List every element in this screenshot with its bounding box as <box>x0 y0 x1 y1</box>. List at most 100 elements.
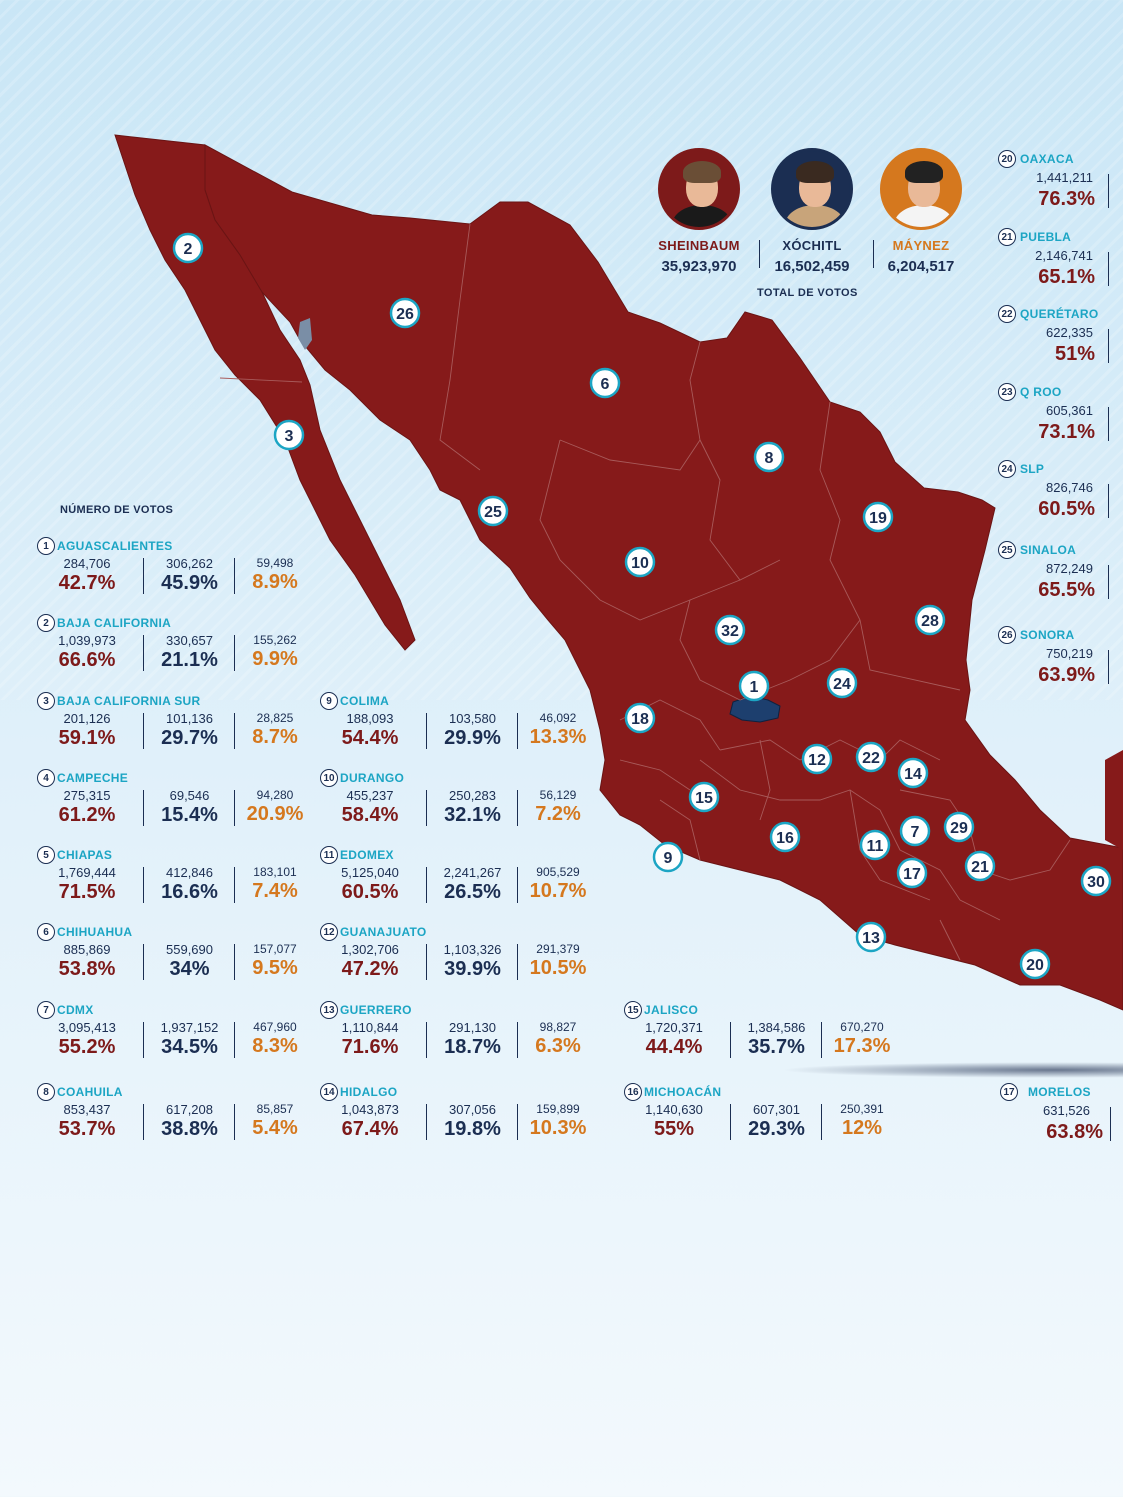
map-marker-label: 28 <box>921 613 939 630</box>
avatar <box>771 148 853 230</box>
divider <box>143 635 144 671</box>
vote-percent: 71.6% <box>341 1036 399 1058</box>
state-number: 2 <box>37 614 55 632</box>
result-sheinbaum: 455,237 58.4% <box>320 788 420 827</box>
vote-percent: 7.2% <box>535 803 581 825</box>
map-marker-circle <box>753 441 785 473</box>
map-marker: 1 <box>738 670 770 702</box>
state-name: GUANAJUATO <box>340 925 427 939</box>
result-sheinbaum: 3,095,413 55.2% <box>37 1020 137 1059</box>
vote-count: 2,146,741 <box>1035 248 1093 263</box>
map-marker-circle <box>862 501 894 533</box>
result-maynez: 291,379 10.5% <box>518 942 598 980</box>
map-marker-label: 25 <box>484 504 502 521</box>
candidate-name: MÁYNEZ <box>892 238 950 253</box>
result-sheinbaum: 1,720,371 44.4% <box>624 1020 724 1059</box>
divider <box>1108 174 1109 208</box>
result-sheinbaum: 1,302,706 47.2% <box>320 942 420 981</box>
state-name: CAMPECHE <box>57 771 129 785</box>
vote-percent: 15.4% <box>161 804 218 826</box>
divider <box>143 1022 144 1058</box>
vote-percent: 13.3% <box>529 726 587 748</box>
vote-percent: 5.4% <box>252 1117 298 1139</box>
divider <box>426 790 427 826</box>
map-marker: 9 <box>652 841 684 873</box>
vote-percent: 67.4% <box>341 1118 399 1140</box>
vote-percent: 8.7% <box>252 726 298 748</box>
state-header: 23 Q ROO <box>998 383 1062 401</box>
result-xochitl: 1,937,152 34.5% <box>142 1020 237 1059</box>
vote-count: 250,391 <box>840 1102 884 1116</box>
state-guanajuato: 12 GUANAJUATO 1,302,706 47.2% 1,103,326 … <box>320 923 600 991</box>
vote-count: 188,093 <box>346 711 394 726</box>
vote-count: 85,857 <box>256 1102 294 1116</box>
vote-count: 467,960 <box>253 1020 297 1034</box>
vote-percent: 59.1% <box>58 727 116 749</box>
vote-percent: 58.4% <box>341 804 399 826</box>
vote-percent: 55.2% <box>58 1036 116 1058</box>
vote-count: 1,769,444 <box>58 865 116 880</box>
divider <box>759 240 760 268</box>
vote-count: 69,546 <box>169 788 210 803</box>
map-marker: 12 <box>801 743 833 775</box>
map-marker: 22 <box>855 741 887 773</box>
vote-percent: 17.3% <box>833 1035 891 1057</box>
divider <box>234 944 235 980</box>
state-header: 10 DURANGO <box>320 769 404 787</box>
vote-percent: 53.7% <box>58 1118 116 1140</box>
divider <box>143 713 144 749</box>
candidate-votes: 6,204,517 <box>887 258 955 275</box>
divider <box>143 558 144 594</box>
vote-count: 103,580 <box>449 711 496 726</box>
map-marker-circle <box>652 841 684 873</box>
map-marker-label: 13 <box>862 930 880 947</box>
vote-percent: 65.5% <box>1038 579 1095 601</box>
divider <box>143 790 144 826</box>
map-marker: 7 <box>899 815 931 847</box>
vote-percent: 53.8% <box>58 958 116 980</box>
divider <box>234 558 235 594</box>
map-marker: 17 <box>896 857 928 889</box>
state-number: 3 <box>37 692 55 710</box>
state-sonora: 26 SONORA 750,219 63.9% <box>998 626 1123 696</box>
vote-count: 1,384,586 <box>747 1020 806 1035</box>
result-maynez: 46,092 13.3% <box>518 711 598 749</box>
vote-percent: 9.5% <box>252 957 298 979</box>
vote-percent: 10.5% <box>529 957 587 979</box>
state-name: MORELOS <box>1028 1085 1091 1099</box>
state-header: 2 BAJA CALIFORNIA <box>37 614 171 632</box>
divider <box>517 713 518 749</box>
vote-percent: 73.1% <box>1038 421 1095 443</box>
map-lake <box>298 318 312 350</box>
result-xochitl: 103,580 29.9% <box>425 711 520 750</box>
state-cdmx: 7 CDMX 3,095,413 55.2% 1,937,152 34.5% 4… <box>37 1001 317 1069</box>
map-marker-label: 21 <box>971 859 989 876</box>
state-qroo: 23 Q ROO 605,361 73.1% <box>998 383 1123 453</box>
vote-percent: 60.5% <box>341 881 399 903</box>
result-sheinbaum: 1,039,973 66.6% <box>37 633 137 672</box>
vote-percent: 10.3% <box>529 1117 587 1139</box>
map-marker: 8 <box>753 441 785 473</box>
state-header: 9 COLIMA <box>320 692 389 710</box>
state-name: CDMX <box>57 1003 94 1017</box>
state-header: 4 CAMPECHE <box>37 769 128 787</box>
vote-percent: 8.9% <box>252 571 298 593</box>
state-name: QUERÉTARO <box>1020 307 1099 321</box>
state-colima: 9 COLIMA 188,093 54.4% 103,580 29.9% 46,… <box>320 692 600 760</box>
state-name: BAJA CALIFORNIA <box>57 616 172 630</box>
total-votes-label: TOTAL DE VOTOS <box>757 287 858 299</box>
map-marker-label: 32 <box>721 623 739 640</box>
vote-count: 1,720,371 <box>645 1020 703 1035</box>
vote-percent: 34.5% <box>161 1036 218 1058</box>
vote-count: 5,125,040 <box>341 865 399 880</box>
map-marker-label: 20 <box>1026 957 1044 974</box>
vote-percent: 29.9% <box>444 727 501 749</box>
vote-count: 98,827 <box>539 1020 577 1034</box>
state-name: JALISCO <box>644 1003 699 1017</box>
state-header: 3 BAJA CALIFORNIA SUR <box>37 692 200 710</box>
state-bajacalifornia: 2 BAJA CALIFORNIA 1,039,973 66.6% 330,65… <box>37 614 317 682</box>
map-marker: 13 <box>855 921 887 953</box>
map-marker: 11 <box>859 829 891 861</box>
divider <box>143 867 144 903</box>
